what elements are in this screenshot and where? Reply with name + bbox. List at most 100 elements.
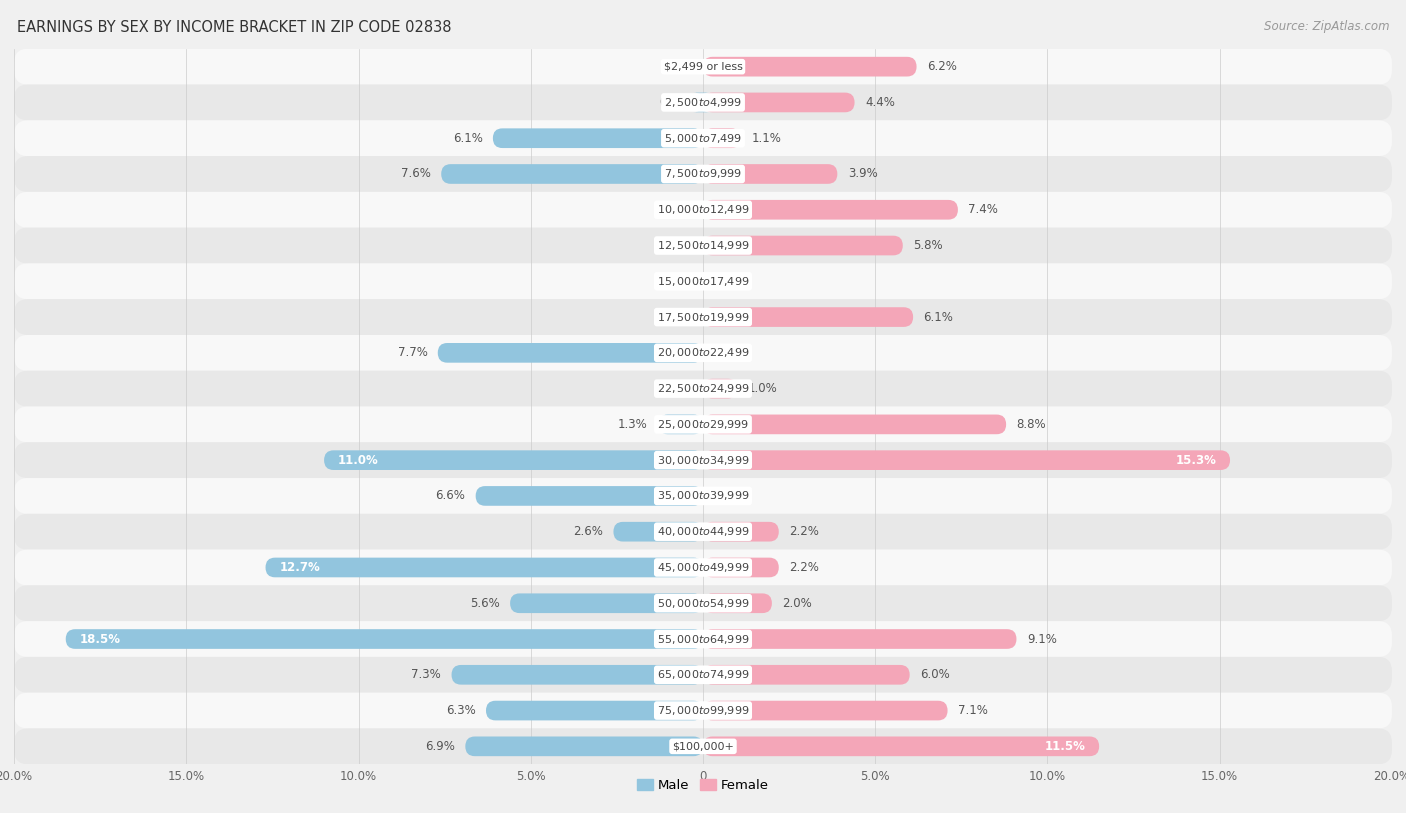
FancyBboxPatch shape [703,450,1230,470]
FancyBboxPatch shape [703,558,779,577]
Text: 2.0%: 2.0% [782,597,813,610]
Text: $17,500 to $19,999: $17,500 to $19,999 [657,311,749,324]
FancyBboxPatch shape [14,192,1392,228]
Text: $75,000 to $99,999: $75,000 to $99,999 [657,704,749,717]
Text: 0.0%: 0.0% [664,275,693,288]
FancyBboxPatch shape [703,379,738,398]
FancyBboxPatch shape [14,120,1392,156]
Text: 0.0%: 0.0% [664,203,693,216]
FancyBboxPatch shape [703,164,838,184]
Text: 0.0%: 0.0% [713,275,742,288]
Text: $5,000 to $7,499: $5,000 to $7,499 [664,132,742,145]
Text: 7.3%: 7.3% [412,668,441,681]
Text: $50,000 to $54,999: $50,000 to $54,999 [657,597,749,610]
Text: $25,000 to $29,999: $25,000 to $29,999 [657,418,749,431]
Text: $10,000 to $12,499: $10,000 to $12,499 [657,203,749,216]
Text: $2,500 to $4,999: $2,500 to $4,999 [664,96,742,109]
FancyBboxPatch shape [475,486,703,506]
Text: $12,500 to $14,999: $12,500 to $14,999 [657,239,749,252]
Text: 1.1%: 1.1% [751,132,782,145]
Text: 1.0%: 1.0% [748,382,778,395]
FancyBboxPatch shape [486,701,703,720]
Text: 6.3%: 6.3% [446,704,475,717]
FancyBboxPatch shape [14,478,1392,514]
FancyBboxPatch shape [14,263,1392,299]
Text: 8.8%: 8.8% [1017,418,1046,431]
Text: 6.2%: 6.2% [927,60,956,73]
FancyBboxPatch shape [14,657,1392,693]
Text: $22,500 to $24,999: $22,500 to $24,999 [657,382,749,395]
Text: 0.0%: 0.0% [664,60,693,73]
FancyBboxPatch shape [266,558,703,577]
Text: $30,000 to $34,999: $30,000 to $34,999 [657,454,749,467]
Text: 9.1%: 9.1% [1026,633,1057,646]
FancyBboxPatch shape [14,228,1392,263]
FancyBboxPatch shape [703,200,957,220]
Text: $2,499 or less: $2,499 or less [664,62,742,72]
Text: 0.0%: 0.0% [713,346,742,359]
Text: 0.0%: 0.0% [713,489,742,502]
Text: 4.4%: 4.4% [865,96,894,109]
Text: EARNINGS BY SEX BY INCOME BRACKET IN ZIP CODE 02838: EARNINGS BY SEX BY INCOME BRACKET IN ZIP… [17,20,451,35]
Text: 5.6%: 5.6% [470,597,499,610]
FancyBboxPatch shape [437,343,703,363]
Text: 5.8%: 5.8% [912,239,943,252]
FancyBboxPatch shape [14,335,1392,371]
Text: 0.1%: 0.1% [659,96,689,109]
FancyBboxPatch shape [14,621,1392,657]
FancyBboxPatch shape [703,701,948,720]
FancyBboxPatch shape [510,593,703,613]
Text: $7,500 to $9,999: $7,500 to $9,999 [664,167,742,180]
Text: 15.3%: 15.3% [1175,454,1216,467]
FancyBboxPatch shape [441,164,703,184]
Text: 1.3%: 1.3% [619,418,648,431]
Text: 18.5%: 18.5% [80,633,121,646]
Text: 0.0%: 0.0% [664,239,693,252]
Text: 0.0%: 0.0% [664,382,693,395]
FancyBboxPatch shape [658,415,703,434]
FancyBboxPatch shape [14,550,1392,585]
Text: $20,000 to $22,499: $20,000 to $22,499 [657,346,749,359]
Text: $100,000+: $100,000+ [672,741,734,751]
FancyBboxPatch shape [14,514,1392,550]
Text: $45,000 to $49,999: $45,000 to $49,999 [657,561,749,574]
FancyBboxPatch shape [14,85,1392,120]
FancyBboxPatch shape [14,299,1392,335]
Text: 12.7%: 12.7% [280,561,321,574]
FancyBboxPatch shape [14,156,1392,192]
FancyBboxPatch shape [465,737,703,756]
FancyBboxPatch shape [703,665,910,685]
FancyBboxPatch shape [693,93,709,112]
Text: 0.0%: 0.0% [664,311,693,324]
Text: 2.2%: 2.2% [789,561,818,574]
FancyBboxPatch shape [703,307,912,327]
Text: 6.1%: 6.1% [924,311,953,324]
FancyBboxPatch shape [66,629,703,649]
Text: 7.6%: 7.6% [401,167,430,180]
Text: 6.0%: 6.0% [920,668,950,681]
Text: 6.1%: 6.1% [453,132,482,145]
Text: 2.2%: 2.2% [789,525,818,538]
FancyBboxPatch shape [14,728,1392,764]
FancyBboxPatch shape [14,585,1392,621]
Text: 7.4%: 7.4% [969,203,998,216]
Text: $55,000 to $64,999: $55,000 to $64,999 [657,633,749,646]
Text: 7.7%: 7.7% [398,346,427,359]
FancyBboxPatch shape [323,450,703,470]
FancyBboxPatch shape [703,415,1007,434]
Text: $65,000 to $74,999: $65,000 to $74,999 [657,668,749,681]
Text: 7.1%: 7.1% [957,704,988,717]
Text: 11.5%: 11.5% [1045,740,1085,753]
Legend: Male, Female: Male, Female [631,773,775,797]
FancyBboxPatch shape [14,49,1392,85]
Text: $40,000 to $44,999: $40,000 to $44,999 [657,525,749,538]
FancyBboxPatch shape [451,665,703,685]
FancyBboxPatch shape [14,406,1392,442]
FancyBboxPatch shape [494,128,703,148]
Text: 2.6%: 2.6% [574,525,603,538]
Text: $15,000 to $17,499: $15,000 to $17,499 [657,275,749,288]
FancyBboxPatch shape [14,371,1392,406]
FancyBboxPatch shape [703,93,855,112]
FancyBboxPatch shape [703,737,1099,756]
FancyBboxPatch shape [703,128,741,148]
